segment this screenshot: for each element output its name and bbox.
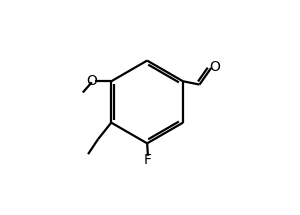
Text: O: O [86, 74, 97, 88]
Text: O: O [209, 60, 220, 74]
Text: F: F [144, 153, 152, 167]
